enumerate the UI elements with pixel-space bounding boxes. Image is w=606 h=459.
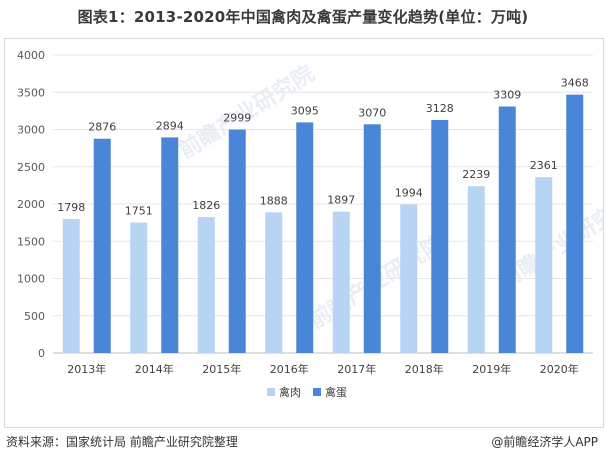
bar-poultry-meat bbox=[332, 211, 350, 353]
bar-poultry-meat bbox=[535, 177, 553, 353]
x-tick-label: 2013年 bbox=[67, 362, 106, 376]
data-label: 2239 bbox=[462, 168, 490, 181]
legend-swatch bbox=[267, 388, 275, 396]
x-tick-label: 2015年 bbox=[202, 362, 241, 376]
source-note: 资料来源：国家统计局 前瞻产业研究院整理 bbox=[6, 435, 238, 449]
data-label: 3309 bbox=[493, 88, 521, 101]
bar-eggs bbox=[566, 94, 584, 353]
data-label: 2999 bbox=[223, 112, 251, 125]
x-tick-label: 2019年 bbox=[472, 362, 511, 376]
data-label: 1826 bbox=[192, 199, 220, 212]
data-label: 1888 bbox=[260, 194, 288, 207]
bar-eggs bbox=[228, 129, 246, 353]
bar-poultry-meat bbox=[197, 216, 215, 353]
y-tick-label: 2500 bbox=[17, 161, 45, 174]
y-tick-label: 1000 bbox=[17, 273, 45, 286]
data-label: 1897 bbox=[327, 194, 355, 207]
data-label: 2894 bbox=[156, 119, 184, 132]
data-label: 2361 bbox=[530, 159, 558, 172]
data-label: 3128 bbox=[426, 102, 454, 115]
chart-frame: 前瞻产业研究院前瞻产业研究院前瞻产业研究院0500100015002000250… bbox=[4, 38, 604, 428]
y-tick-label: 2000 bbox=[17, 198, 45, 211]
bar-poultry-meat bbox=[265, 212, 283, 353]
bar-poultry-meat bbox=[130, 222, 148, 353]
legend-label: 禽肉 bbox=[279, 385, 301, 399]
bar-poultry-meat bbox=[400, 204, 418, 353]
bar-eggs bbox=[431, 119, 449, 354]
x-tick-label: 2014年 bbox=[135, 362, 174, 376]
bar-eggs bbox=[296, 122, 314, 353]
x-tick-label: 2020年 bbox=[540, 362, 579, 376]
bar-eggs bbox=[498, 106, 516, 354]
bar-poultry-meat bbox=[62, 219, 80, 353]
y-tick-label: 3500 bbox=[17, 86, 45, 99]
y-tick-label: 500 bbox=[24, 310, 45, 323]
data-label: 1751 bbox=[125, 205, 153, 218]
data-label: 2876 bbox=[88, 121, 116, 134]
y-tick-label: 0 bbox=[38, 347, 45, 360]
data-label: 3468 bbox=[561, 77, 589, 90]
legend-label: 禽蛋 bbox=[325, 385, 347, 399]
chart-title: 图表1：2013-2020年中国禽肉及禽蛋产量变化趋势(单位：万吨) bbox=[77, 8, 529, 26]
x-tick-label: 2018年 bbox=[405, 362, 444, 376]
legend-swatch bbox=[313, 388, 321, 396]
y-tick-label: 3000 bbox=[17, 124, 45, 137]
bar-eggs bbox=[161, 137, 179, 353]
data-label: 3095 bbox=[291, 104, 319, 117]
x-tick-label: 2017年 bbox=[337, 362, 376, 376]
brand-credit: @前瞻经济学人APP bbox=[491, 435, 598, 449]
bar-eggs bbox=[363, 124, 381, 353]
data-label: 1994 bbox=[395, 186, 423, 199]
y-tick-label: 4000 bbox=[17, 49, 45, 62]
bar-chart: 前瞻产业研究院前瞻产业研究院前瞻产业研究院0500100015002000250… bbox=[17, 49, 603, 399]
bar-eggs bbox=[93, 138, 111, 353]
data-label: 1798 bbox=[57, 201, 85, 214]
y-tick-label: 1500 bbox=[17, 235, 45, 248]
bar-poultry-meat bbox=[467, 186, 485, 353]
x-tick-label: 2016年 bbox=[270, 362, 309, 376]
data-label: 3070 bbox=[358, 106, 386, 119]
